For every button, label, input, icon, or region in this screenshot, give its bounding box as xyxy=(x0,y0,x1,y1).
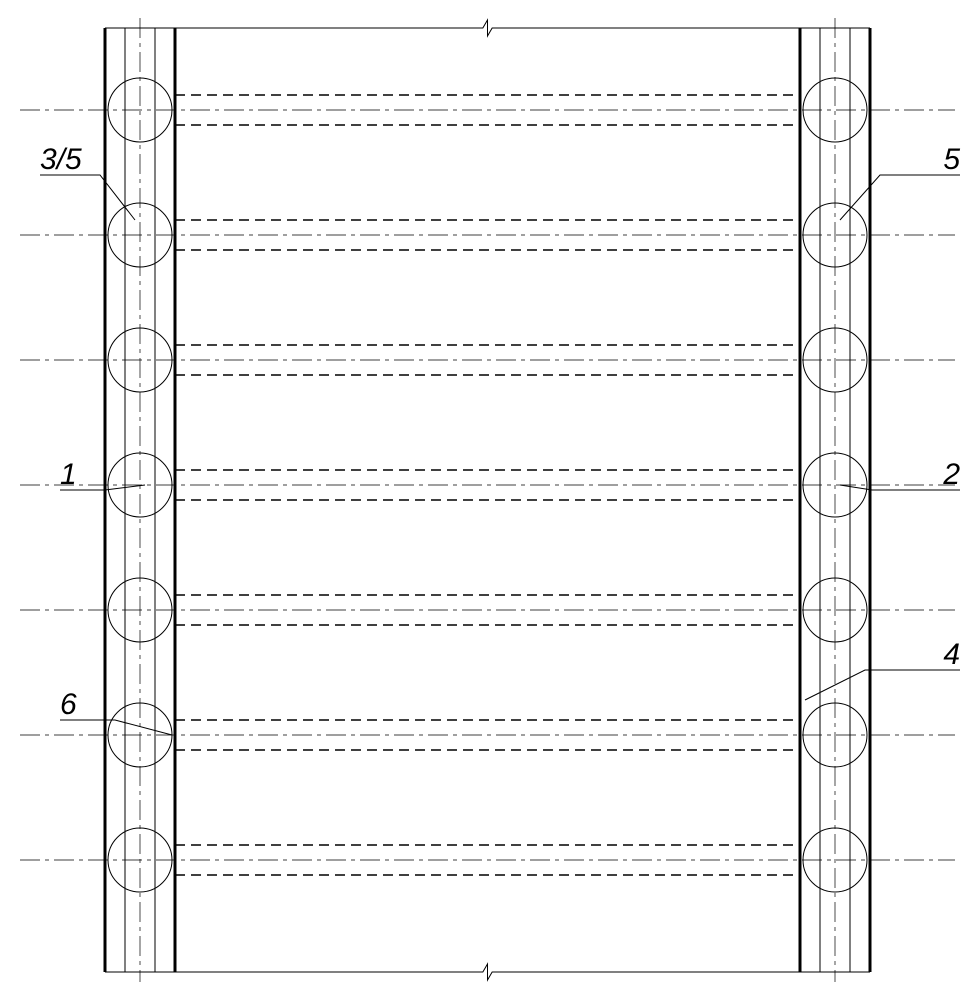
callout-label: 5 xyxy=(943,143,960,176)
callout-label: 6 xyxy=(60,688,77,721)
callout-label: 2 xyxy=(942,458,960,491)
callout-label: 4 xyxy=(943,638,960,671)
callout-label: 1 xyxy=(60,458,77,491)
callout-label: 3/5 xyxy=(40,143,82,176)
